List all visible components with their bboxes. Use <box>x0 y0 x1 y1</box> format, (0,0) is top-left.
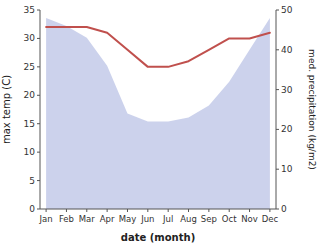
y2-tick <box>276 89 279 90</box>
x-tick-label: Sep <box>201 214 217 224</box>
y-tick-label: 25 <box>24 62 35 72</box>
x-tick <box>46 209 47 212</box>
x-tick-label: Jan <box>39 214 53 224</box>
x-tick <box>168 209 169 212</box>
y-tick <box>37 10 40 11</box>
temperature-line <box>46 27 270 67</box>
y-tick-label: 35 <box>24 5 35 15</box>
x-tick-label: Apr <box>100 214 115 224</box>
y-tick-label: 10 <box>24 147 36 157</box>
y2-tick-label: 50 <box>281 5 293 15</box>
x-tick-label: May <box>119 214 137 224</box>
x-tick <box>249 209 250 212</box>
y-tick <box>37 95 40 96</box>
y2-tick <box>276 169 279 170</box>
y2-axis-label: med. precipitation (kg/m2) <box>307 49 317 170</box>
x-axis-label: date (month) <box>121 232 195 243</box>
y-tick-label: 5 <box>29 176 35 186</box>
y-tick <box>37 66 40 67</box>
x-tick-label: Dec <box>262 214 279 224</box>
x-tick <box>127 209 128 212</box>
precipitation-area <box>46 18 270 209</box>
x-tick <box>229 209 230 212</box>
x-tick-label: Mar <box>79 214 96 224</box>
y-tick-label: 30 <box>24 33 36 43</box>
y-tick-label: 20 <box>24 90 36 100</box>
x-tick <box>269 209 270 212</box>
y2-tick-label: 30 <box>281 85 293 95</box>
x-tick <box>66 209 67 212</box>
y-tick <box>37 180 40 181</box>
x-tick <box>147 209 148 212</box>
x-tick <box>86 209 87 212</box>
y-axis-line <box>40 10 41 209</box>
x-tick-label: Aug <box>180 214 197 224</box>
y2-tick <box>276 129 279 130</box>
x-tick-label: Jun <box>140 214 154 224</box>
y-tick-label: 0 <box>29 204 35 214</box>
y-tick <box>37 123 40 124</box>
x-tick <box>188 209 189 212</box>
y2-tick-label: 40 <box>281 45 293 55</box>
x-tick-label: Oct <box>222 214 237 224</box>
x-tick-label: Feb <box>59 214 74 224</box>
y2-tick <box>276 10 279 11</box>
y-tick <box>37 209 40 210</box>
y2-tick <box>276 49 279 50</box>
y2-tick-label: 0 <box>281 204 287 214</box>
y-axis-label: max temp (C) <box>1 75 12 144</box>
y2-axis-line <box>276 10 277 209</box>
plot-area <box>46 18 270 209</box>
y2-tick <box>276 209 279 210</box>
y-tick <box>37 38 40 39</box>
y2-tick-label: 10 <box>281 164 293 174</box>
chart: 0 5 10 15 20 25 30 35 0 10 20 30 40 50 Jan Feb Mar Apr May… <box>0 0 318 247</box>
x-axis-line <box>40 209 276 210</box>
x-tick <box>208 209 209 212</box>
x-tick <box>107 209 108 212</box>
x-tick-label: Nov <box>241 214 258 224</box>
y-tick-label: 15 <box>24 119 35 129</box>
x-tick-label: Jul <box>162 214 173 224</box>
y2-tick-label: 20 <box>281 124 293 134</box>
y-tick <box>37 152 40 153</box>
